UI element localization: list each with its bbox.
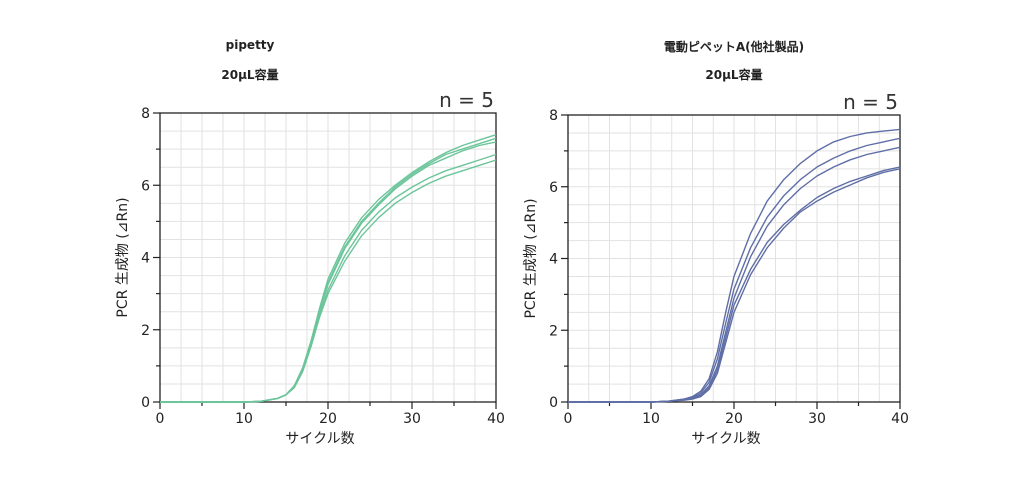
chart-title: pipetty — [225, 38, 275, 52]
series-line-5 — [160, 159, 497, 403]
x-tick-label: 20 — [725, 411, 743, 427]
chart-svg: 0 2 4 6 8 0 10 20 30 40 サイクル数 PCR 生成物 (⊿Rn) n = 5 — [523, 90, 909, 447]
y-tick-label: 6 — [549, 180, 558, 196]
y-axis-label: PCR 生成物 (⊿Rn) — [523, 198, 539, 318]
y-tick-label: 2 — [141, 323, 150, 339]
y-tick-label: 4 — [141, 251, 150, 267]
x-tick-label: 0 — [156, 411, 165, 427]
x-tick-label: 40 — [487, 411, 505, 427]
chart-panel-pipette-a: 電動ピペットA(他社製品) 20μL容量 0 2 4 6 8 0 10 20 30 40 サイクル数… — [508, 0, 1016, 481]
chart-title: 電動ピペットA(他社製品) — [663, 40, 805, 54]
sample-count-label: n = 5 — [843, 90, 898, 114]
y-tick-label: 0 — [141, 395, 150, 411]
chart-subtitle: 20μL容量 — [221, 68, 279, 82]
x-tick-label: 30 — [808, 411, 826, 427]
y-tick-label: 6 — [141, 178, 150, 194]
grid — [567, 114, 901, 403]
sample-count-label: n = 5 — [439, 88, 494, 112]
y-tick-label: 8 — [141, 106, 150, 122]
y-tick-label: 4 — [549, 252, 558, 268]
grid — [159, 112, 497, 403]
x-axis-label: サイクル数 — [285, 431, 354, 447]
x-tick-label: 0 — [564, 411, 573, 427]
x-tick-label: 20 — [319, 411, 337, 427]
series-line-5 — [568, 168, 901, 403]
chart-panel-pipetty: pipetty 20μL容量 0 2 4 6 8 0 10 20 30 40 サイクル数 PCR 生成… — [0, 0, 508, 481]
y-axis-label: PCR 生成物 (⊿Rn) — [115, 197, 131, 317]
y-tick-label: 8 — [549, 108, 558, 124]
x-tick-label: 40 — [891, 411, 909, 427]
axis-ticks: 0 2 4 6 8 0 10 20 30 40 — [141, 106, 505, 427]
y-tick-label: 2 — [549, 323, 558, 339]
x-tick-label: 10 — [235, 411, 253, 427]
chart-svg: 0 2 4 6 8 0 10 20 30 40 サイクル数 PCR 生成物 (⊿Rn) n = 5 — [115, 88, 505, 447]
x-tick-label: 30 — [403, 411, 421, 427]
chart-subtitle: 20μL容量 — [705, 68, 763, 82]
x-axis-label: サイクル数 — [691, 431, 760, 447]
x-tick-label: 10 — [642, 411, 660, 427]
axis-ticks: 0 2 4 6 8 0 10 20 30 40 — [549, 108, 909, 427]
y-tick-label: 0 — [549, 395, 558, 411]
